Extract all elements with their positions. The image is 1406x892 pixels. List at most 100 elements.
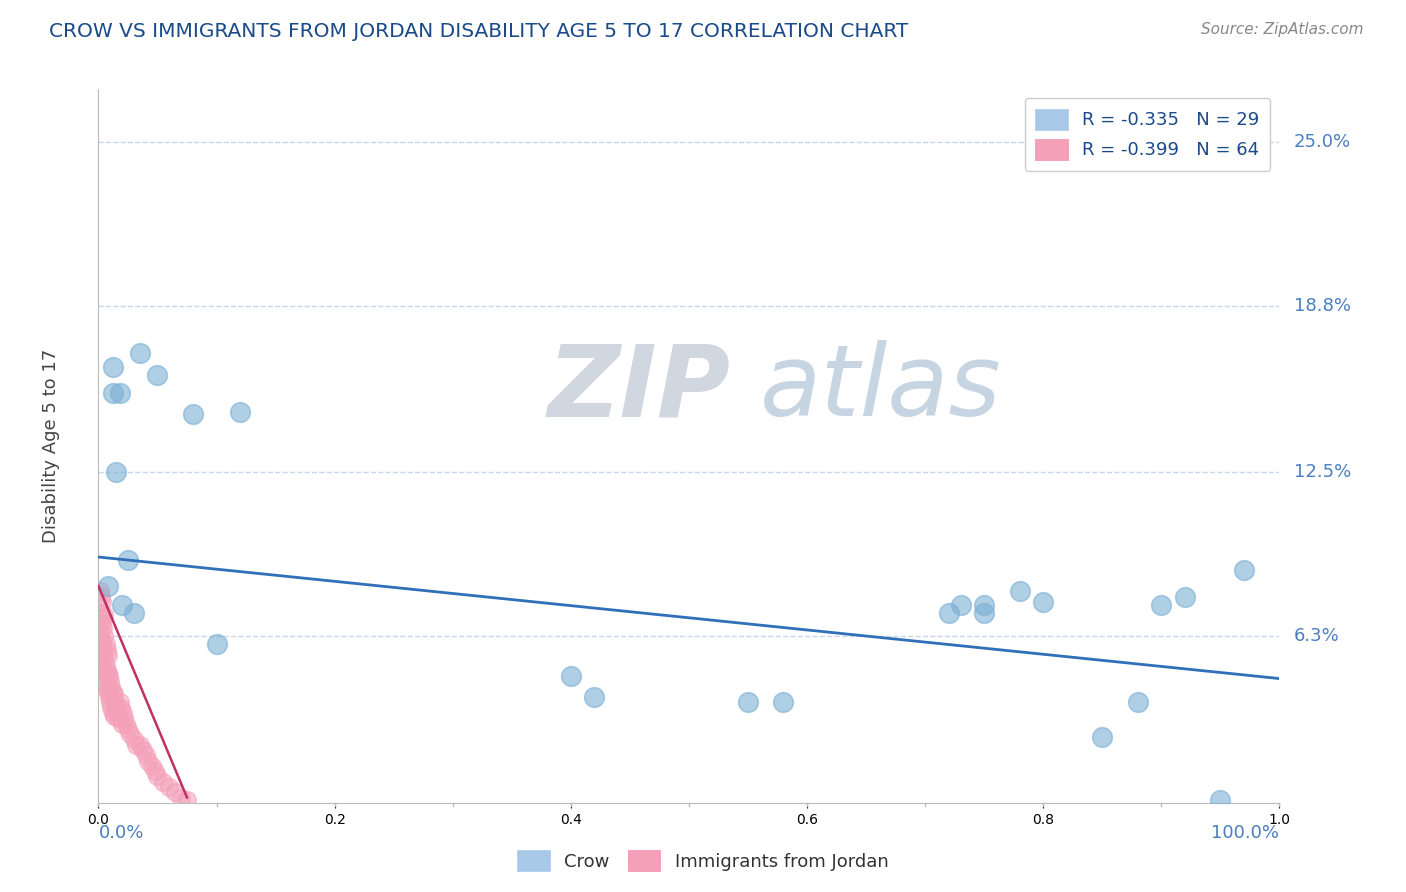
Point <box>101 359 124 374</box>
Point <box>97 648 120 662</box>
Point <box>1233 563 1256 577</box>
Point <box>560 669 582 683</box>
Point <box>141 759 163 773</box>
Point <box>181 407 204 421</box>
Point <box>89 584 111 599</box>
Point <box>973 598 995 612</box>
Point <box>94 677 117 691</box>
Point <box>973 606 995 620</box>
Point <box>93 608 115 623</box>
Text: 100.0%: 100.0% <box>1212 824 1279 842</box>
Point <box>152 774 174 789</box>
Point <box>98 690 121 704</box>
Text: 0.0%: 0.0% <box>98 824 143 842</box>
Point <box>90 632 112 646</box>
Point <box>229 404 252 418</box>
Point <box>737 695 759 709</box>
Point <box>128 346 150 360</box>
Point <box>122 732 145 747</box>
Point <box>97 579 120 593</box>
Point <box>93 672 115 686</box>
Point <box>146 769 169 783</box>
Point <box>105 466 128 480</box>
Point <box>101 386 124 401</box>
Point <box>1126 695 1149 709</box>
Point <box>122 606 145 620</box>
Point <box>93 650 115 665</box>
Point <box>1150 598 1173 612</box>
Point <box>165 785 187 799</box>
Point <box>583 690 606 704</box>
Text: ZIP: ZIP <box>547 341 730 437</box>
Point <box>91 595 114 609</box>
Point <box>100 700 122 714</box>
Point <box>143 764 166 778</box>
Point <box>114 716 136 731</box>
Point <box>89 624 111 638</box>
Point <box>91 642 114 657</box>
Point <box>176 793 198 807</box>
Point <box>117 722 139 736</box>
Point <box>91 664 114 678</box>
Point <box>112 706 135 720</box>
Point <box>96 642 118 657</box>
Point <box>98 669 121 683</box>
Point <box>132 743 155 757</box>
Point <box>105 700 128 714</box>
Point <box>89 642 111 657</box>
Point <box>97 685 120 699</box>
Point <box>96 682 118 697</box>
Point <box>938 606 960 620</box>
Point <box>89 606 111 620</box>
Point <box>772 695 794 709</box>
Point <box>91 637 114 651</box>
Point <box>1032 595 1054 609</box>
Point <box>146 368 169 382</box>
Point <box>110 700 132 714</box>
Point <box>90 650 112 665</box>
Point <box>91 616 114 631</box>
Point <box>98 674 121 689</box>
Text: Source: ZipAtlas.com: Source: ZipAtlas.com <box>1201 22 1364 37</box>
Text: atlas: atlas <box>759 341 1001 437</box>
Point <box>157 780 180 794</box>
Text: Disability Age 5 to 17: Disability Age 5 to 17 <box>42 349 60 543</box>
Point <box>1209 793 1232 807</box>
Point <box>1091 730 1114 744</box>
Point <box>100 680 122 694</box>
Point <box>101 706 124 720</box>
Legend: Crow, Immigrants from Jordan: Crow, Immigrants from Jordan <box>510 843 896 879</box>
Point <box>120 727 142 741</box>
Point <box>103 688 125 702</box>
Point <box>91 658 114 673</box>
Point <box>94 658 117 673</box>
Point <box>1174 590 1197 604</box>
Text: 18.8%: 18.8% <box>1294 297 1351 315</box>
Point <box>101 685 124 699</box>
Point <box>170 790 193 805</box>
Point <box>111 716 134 731</box>
Point <box>117 552 139 566</box>
Point <box>104 695 127 709</box>
Point <box>1008 584 1031 599</box>
Point <box>97 666 120 681</box>
Point <box>90 590 112 604</box>
Text: 12.5%: 12.5% <box>1294 464 1351 482</box>
Point <box>111 598 134 612</box>
Text: CROW VS IMMIGRANTS FROM JORDAN DISABILITY AGE 5 TO 17 CORRELATION CHART: CROW VS IMMIGRANTS FROM JORDAN DISABILIT… <box>49 22 908 41</box>
Point <box>112 711 135 725</box>
Point <box>94 637 117 651</box>
Point <box>135 748 157 763</box>
Point <box>103 708 125 723</box>
Text: 25.0%: 25.0% <box>1294 133 1351 151</box>
Point <box>108 386 131 401</box>
Point <box>96 664 118 678</box>
Point <box>105 706 128 720</box>
Point <box>128 738 150 752</box>
Point <box>93 629 115 643</box>
Point <box>108 695 131 709</box>
Point <box>136 754 159 768</box>
Point <box>205 637 228 651</box>
Point <box>125 738 148 752</box>
Point <box>949 598 972 612</box>
